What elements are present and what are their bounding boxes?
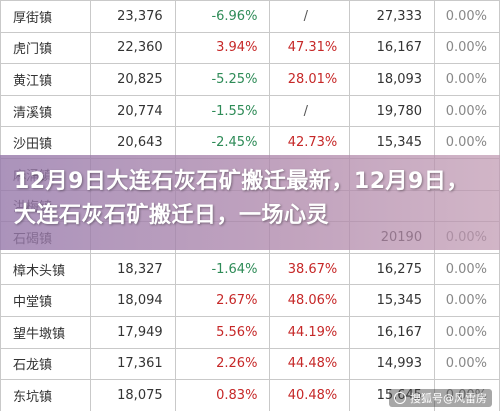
cell-change: -2.45% <box>174 126 271 159</box>
cell-town: 望牛墩镇 <box>0 315 91 349</box>
table-row: 沙田镇 20,643 -2.45% 42.73% 15,345 0.00% <box>0 126 500 159</box>
article-title[interactable]: 12月9日大连石灰石矿搬迁最新，12月9日，大连石灰石矿搬迁日，一场心灵 <box>14 169 469 228</box>
table-row: 黄江镇 20,825 -5.25% 28.01% 18,093 0.00% <box>0 63 500 96</box>
cell-town: 清溪镇 <box>0 94 91 128</box>
cell-change: 3.94% <box>174 31 271 65</box>
watermark-text: 搜狐号@风雷房 <box>410 392 487 405</box>
cell-change: -5.25% <box>174 63 271 96</box>
table-row: 虎门镇 22,360 3.94% 47.31% 16,167 0.00% <box>0 31 500 65</box>
cell-town: 石龙镇 <box>0 347 91 381</box>
cell-pct: 0.00% <box>434 31 500 65</box>
cell-count: 15,345 <box>349 126 436 159</box>
cell-pct: 0.00% <box>434 315 500 349</box>
cell-population: 23,376 <box>89 0 176 33</box>
title-banner: 12月9日大连石灰石矿搬迁最新，12月9日，大连石灰石矿搬迁日，一场心灵 <box>0 155 500 250</box>
cell-population: 18,327 <box>89 252 176 286</box>
table-row: 清溪镇 20,774 -1.55%/19,780 0.00% <box>0 94 500 128</box>
cell-population: 17,361 <box>89 347 176 381</box>
cell-population: 18,094 <box>89 284 176 317</box>
table-row: 中堂镇 18,094 2.67% 48.06% 15,345 0.00% <box>0 284 500 317</box>
cell-change: 0.83% <box>174 379 271 411</box>
cell-population: 20,643 <box>89 126 176 159</box>
cell-change: -6.96% <box>174 0 271 33</box>
cell-count: 16,167 <box>349 31 436 65</box>
sohu-logo-icon <box>394 392 406 404</box>
cell-change: 2.67% <box>174 284 271 317</box>
cell-ratio: 48.06% <box>269 284 351 317</box>
cell-ratio: 44.19% <box>269 315 351 349</box>
cell-pct: 0.00% <box>434 284 500 317</box>
cell-town: 虎门镇 <box>0 31 91 65</box>
source-watermark: 搜狐号@风雷房 <box>389 389 492 407</box>
cell-town: 沙田镇 <box>0 126 91 159</box>
cell-town: 东坑镇 <box>0 379 91 411</box>
table-row: 樟木头镇 18,327 -1.64% 38.67% 16,275 0.00% <box>0 252 500 286</box>
cell-change: -1.64% <box>174 252 271 286</box>
cell-pct: 0.00% <box>434 347 500 381</box>
cell-count: 16,167 <box>349 315 436 349</box>
table-row: 石龙镇 17,361 2.26% 44.48% 14,993 0.00% <box>0 347 500 381</box>
cell-population: 22,360 <box>89 31 176 65</box>
cell-town: 中堂镇 <box>0 284 91 317</box>
cell-ratio: 42.73% <box>269 126 351 159</box>
table-row: 厚街镇 23,376 -6.96%/27,333 0.00% <box>0 0 500 33</box>
cell-pct: 0.00% <box>434 126 500 159</box>
cell-change: 5.56% <box>174 315 271 349</box>
cell-population: 20,825 <box>89 63 176 96</box>
cell-ratio: 47.31% <box>269 31 351 65</box>
cell-ratio: 28.01% <box>269 63 351 96</box>
cell-ratio: / <box>269 94 351 128</box>
cell-town: 黄江镇 <box>0 63 91 96</box>
table-row: 望牛墩镇 17,949 5.56% 44.19% 16,167 0.00% <box>0 315 500 349</box>
cell-count: 27,333 <box>349 0 436 33</box>
cell-count: 16,275 <box>349 252 436 286</box>
cell-ratio: / <box>269 0 351 33</box>
cell-pct: 0.00% <box>434 94 500 128</box>
cell-pct: 0.00% <box>434 63 500 96</box>
cell-population: 18,075 <box>89 379 176 411</box>
cell-population: 20,774 <box>89 94 176 128</box>
cell-ratio: 40.48% <box>269 379 351 411</box>
cell-count: 14,993 <box>349 347 436 381</box>
cell-population: 17,949 <box>89 315 176 349</box>
cell-change: -1.55% <box>174 94 271 128</box>
cell-ratio: 38.67% <box>269 252 351 286</box>
cell-town: 厚街镇 <box>0 0 91 33</box>
cell-pct: 0.00% <box>434 379 500 411</box>
cell-count: 18,093 <box>349 63 436 96</box>
table-row: 东坑镇 18,075 0.83% 40.48% 15,645 0.00% <box>0 379 500 411</box>
cell-count: 15,345 <box>349 284 436 317</box>
cell-town: 樟木头镇 <box>0 252 91 286</box>
cell-pct: 0.00% <box>434 252 500 286</box>
cell-change: 2.26% <box>174 347 271 381</box>
cell-ratio: 44.48% <box>269 347 351 381</box>
cell-pct: 0.00% <box>434 0 500 33</box>
cell-count: 19,780 <box>349 94 436 128</box>
